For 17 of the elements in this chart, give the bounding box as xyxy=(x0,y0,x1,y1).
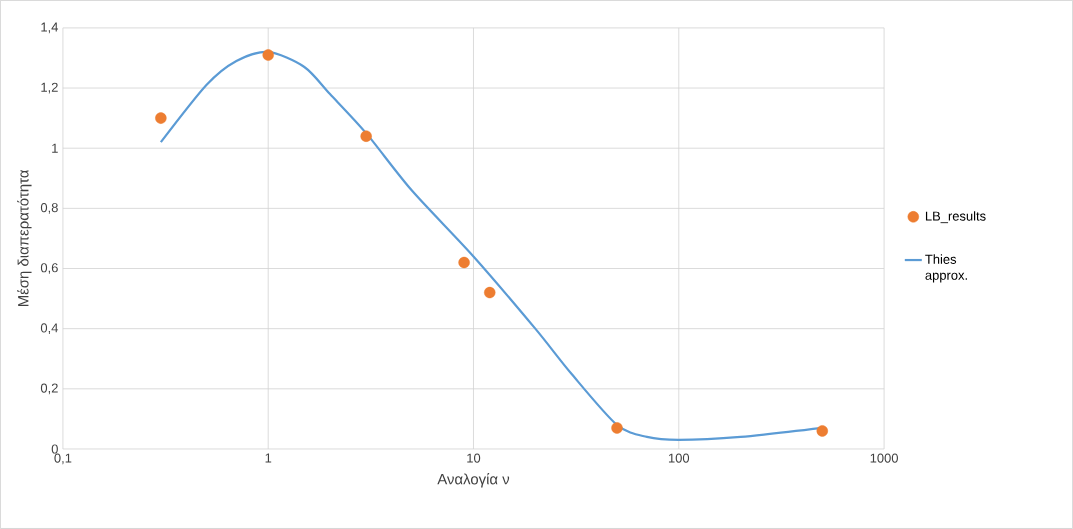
x-axis-title: Αναλογία ν xyxy=(437,473,510,488)
x-tick-label: 1000 xyxy=(870,453,898,463)
y-tick-label: 0,6 xyxy=(40,263,58,274)
x-tick-label: 1 xyxy=(265,453,272,463)
y-tick-label: 1,2 xyxy=(41,82,58,94)
y-tick-label: 1,4 xyxy=(41,22,59,34)
legend-label: Thies approx. xyxy=(925,254,967,283)
y-tick-label: 0 xyxy=(51,444,58,454)
y-tick-label: 0,4 xyxy=(40,323,59,335)
y-tick-label: 0,2 xyxy=(40,383,58,395)
legend-label: LB_results xyxy=(925,211,986,224)
x-tick-label: 100 xyxy=(668,453,690,463)
y-tick-label: 0,8 xyxy=(40,203,58,214)
y-tick-label: 1 xyxy=(52,143,58,153)
x-tick-label: 0,1 xyxy=(54,453,72,465)
y-axis-title: Μέση διαπερατότητα xyxy=(17,170,32,307)
x-tick-label: 10 xyxy=(467,453,481,463)
